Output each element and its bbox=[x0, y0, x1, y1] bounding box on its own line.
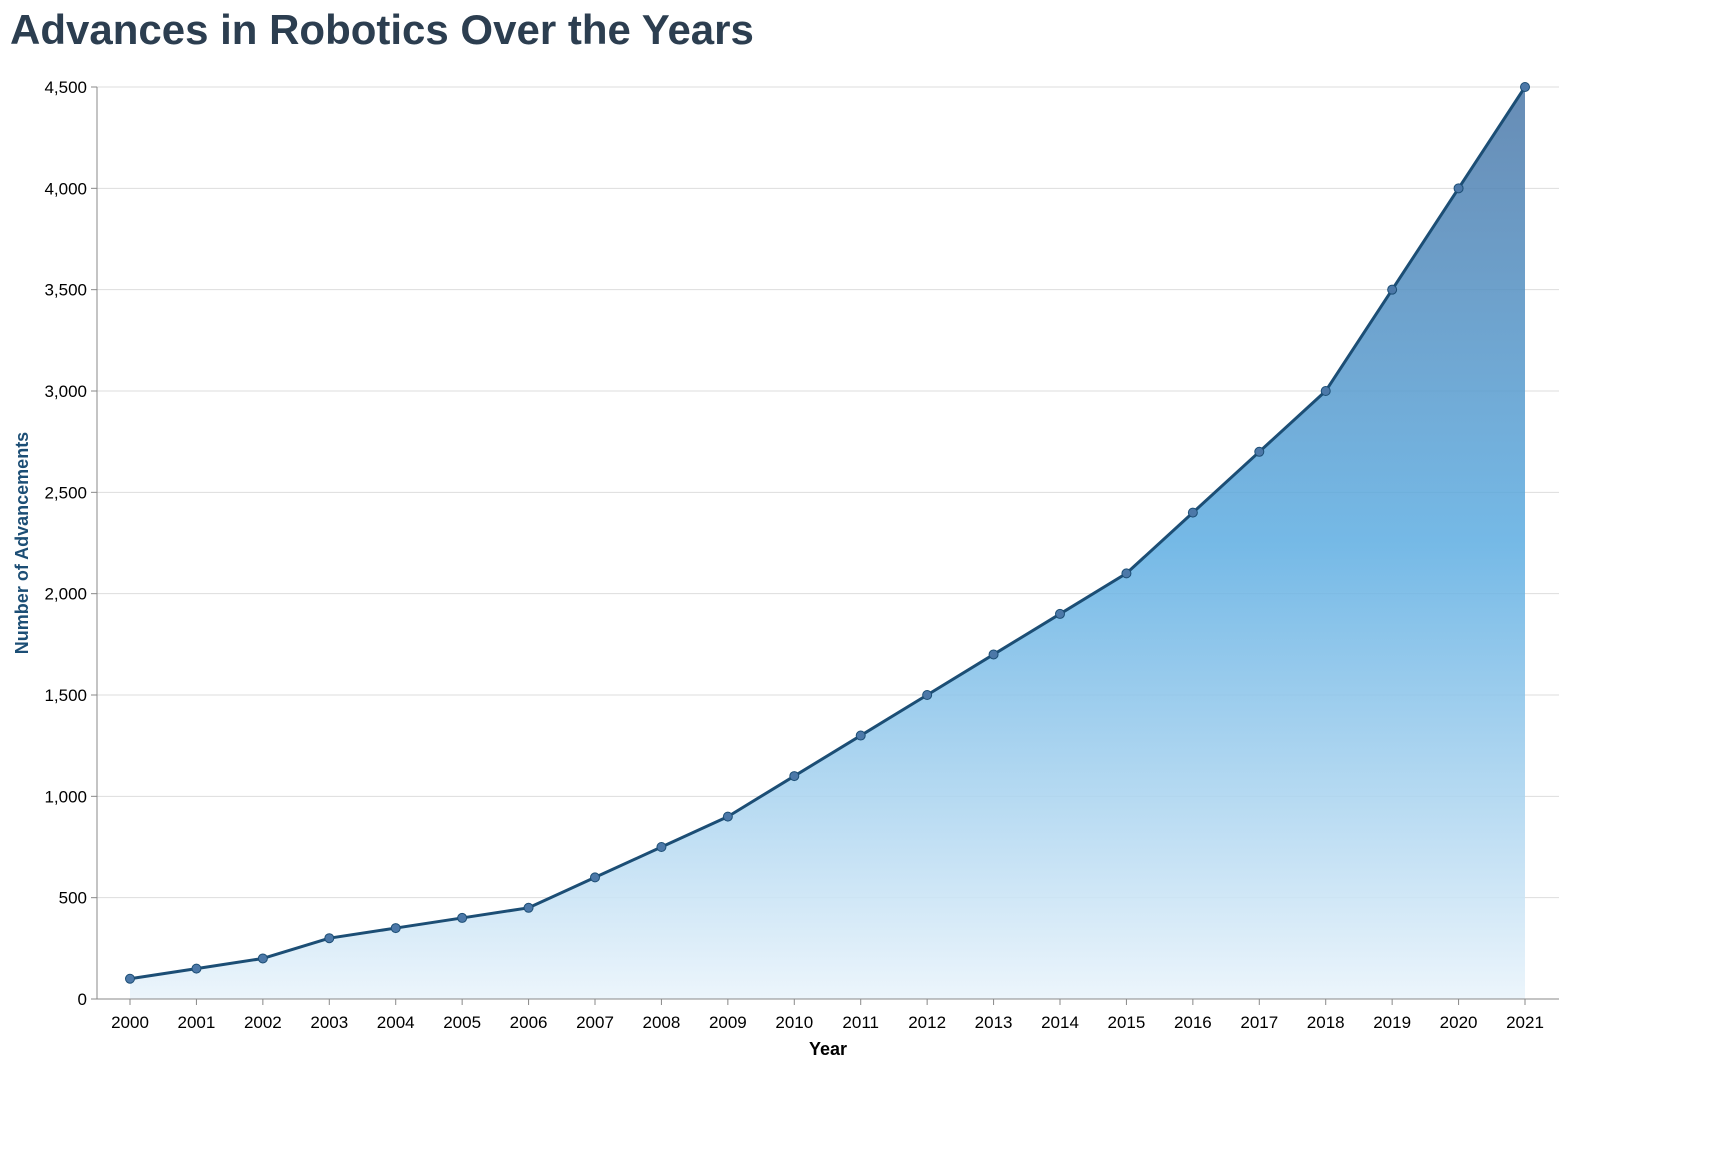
x-tick-label: 2010 bbox=[775, 1013, 813, 1032]
x-tick-label: 2013 bbox=[975, 1013, 1013, 1032]
data-point bbox=[1254, 446, 1265, 457]
x-tick-label: 2006 bbox=[510, 1013, 548, 1032]
data-point bbox=[722, 811, 733, 822]
data-point bbox=[789, 771, 800, 782]
data-point bbox=[855, 730, 866, 741]
data-point bbox=[457, 912, 468, 923]
data-point bbox=[590, 872, 600, 883]
data-point bbox=[390, 923, 401, 934]
data-point bbox=[1320, 386, 1331, 396]
y-tick-label: 4,000 bbox=[44, 179, 87, 198]
x-tick-label: 2018 bbox=[1307, 1013, 1345, 1032]
x-tick-label: 2000 bbox=[111, 1013, 149, 1032]
y-tick-label: 3,000 bbox=[44, 382, 87, 401]
data-point bbox=[1121, 568, 1132, 579]
y-tick-label: 0 bbox=[78, 990, 87, 1009]
data-point bbox=[324, 933, 335, 944]
y-tick-label: 2,500 bbox=[44, 483, 87, 502]
data-point bbox=[988, 649, 999, 660]
data-point bbox=[1387, 284, 1398, 295]
x-tick-label: 2001 bbox=[178, 1013, 216, 1032]
data-point bbox=[257, 953, 268, 964]
x-tick-label: 2003 bbox=[310, 1013, 348, 1032]
x-tick-label: 2007 bbox=[576, 1013, 614, 1032]
y-tick-label: 3,500 bbox=[44, 281, 87, 300]
series-line bbox=[129, 86, 1527, 981]
chart-title: Advances in Robotics Over the Years bbox=[10, 6, 754, 53]
data-point bbox=[1453, 183, 1464, 194]
x-tick-label: 2004 bbox=[377, 1013, 415, 1032]
data-point bbox=[125, 973, 135, 984]
y-tick-label: 1,500 bbox=[44, 686, 87, 705]
x-tick-label: 2016 bbox=[1174, 1013, 1212, 1032]
data-point bbox=[1520, 82, 1530, 92]
y-tick-label: 500 bbox=[59, 889, 87, 908]
y-tick-label: 1,000 bbox=[44, 787, 87, 806]
area-fill bbox=[130, 87, 1525, 999]
x-axis-title: Year bbox=[809, 1039, 847, 1059]
x-tick-label: 2019 bbox=[1373, 1013, 1411, 1032]
x-tick-label: 2012 bbox=[908, 1013, 946, 1032]
x-tick-label: 2011 bbox=[842, 1013, 879, 1032]
data-point bbox=[191, 963, 202, 974]
data-point bbox=[656, 842, 667, 852]
y-axis-title: Number of Advancements bbox=[12, 432, 32, 654]
y-tick-label: 2,000 bbox=[44, 585, 87, 604]
data-point bbox=[1055, 608, 1065, 619]
data-point bbox=[523, 902, 534, 913]
axes: 0 500 1,000 1,500 2,000 2,500 3,000 3,500 4,000 4… bbox=[44, 78, 1559, 1032]
data-point bbox=[922, 690, 933, 700]
data-point bbox=[1187, 507, 1198, 518]
x-tick-label: 2009 bbox=[709, 1013, 747, 1032]
x-tick-label: 2008 bbox=[643, 1013, 681, 1032]
x-tick-label: 2021 bbox=[1506, 1013, 1544, 1032]
x-tick-label: 2020 bbox=[1440, 1013, 1478, 1032]
x-tick-label: 2015 bbox=[1108, 1013, 1146, 1032]
data-points bbox=[125, 82, 1530, 984]
area-layer bbox=[129, 86, 1527, 999]
x-tick-label: 2005 bbox=[443, 1013, 481, 1032]
x-tick-label: 2014 bbox=[1041, 1013, 1079, 1032]
y-tick-label: 4,500 bbox=[44, 78, 87, 97]
x-tick-label: 2002 bbox=[244, 1013, 282, 1032]
x-tick-label: 2017 bbox=[1240, 1013, 1278, 1032]
